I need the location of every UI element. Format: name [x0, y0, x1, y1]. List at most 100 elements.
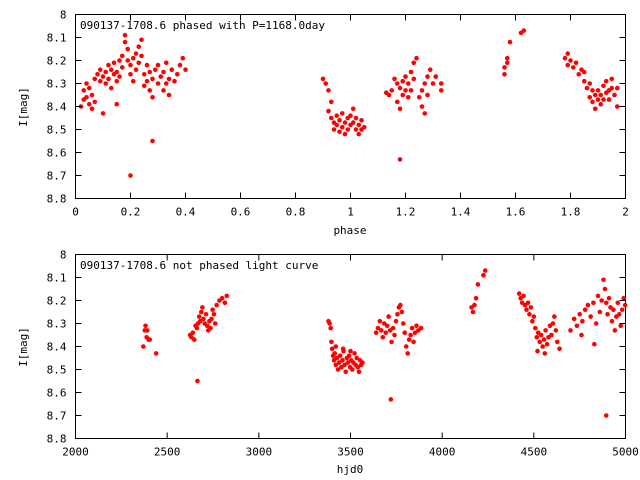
phased-data-point — [411, 60, 417, 66]
raw-data-point — [340, 346, 346, 352]
raw-data-point — [537, 339, 542, 345]
phased-data-point — [128, 62, 133, 68]
raw-chart-title: 090137-1708.6 not phased light curve — [80, 259, 318, 272]
phased-data-point — [136, 44, 142, 49]
raw-data-point — [593, 321, 599, 326]
phased-data-point — [97, 78, 103, 84]
raw-data-point — [550, 321, 556, 326]
raw-data-point — [516, 291, 522, 296]
raw-data-point — [393, 318, 399, 324]
phased-data-point — [84, 81, 89, 86]
raw-data-point — [585, 302, 591, 308]
phased-data-point — [172, 78, 177, 84]
raw-data-point — [143, 323, 148, 329]
raw-y-axis-label: I[mag] — [17, 327, 30, 367]
raw-data-point — [401, 321, 406, 326]
phased-data-point — [114, 101, 120, 107]
raw-data-point — [355, 364, 361, 370]
raw-y-tick-label: 8.8 — [47, 433, 67, 446]
phased-data-point — [86, 85, 92, 91]
raw-data-point — [555, 339, 560, 345]
phased-data-point — [430, 81, 436, 86]
raw-data-point — [190, 330, 196, 336]
raw-data-point — [335, 367, 341, 372]
raw-data-point — [414, 323, 419, 329]
raw-data-point — [337, 353, 343, 359]
raw-data-point — [541, 337, 547, 342]
phased-data-point — [92, 99, 98, 105]
raw-y-tick-label: 8.1 — [47, 272, 67, 285]
raw-data-point — [384, 323, 390, 329]
raw-data-point — [210, 307, 215, 313]
raw-data-point — [145, 328, 150, 333]
raw-data-point — [147, 337, 153, 342]
phased-data-point — [425, 92, 430, 98]
phased-data-point — [95, 72, 100, 77]
phased-data-point — [405, 95, 411, 100]
phased-data-point — [422, 81, 428, 86]
raw-data-point — [402, 330, 408, 336]
raw-y-tick-label: 8.2 — [47, 295, 67, 308]
phased-data-point — [103, 69, 109, 75]
phased-data-point — [97, 67, 103, 72]
phased-data-point — [89, 92, 95, 98]
phased-data-point — [144, 62, 150, 68]
phased-data-point — [521, 28, 527, 33]
raw-data-point — [346, 353, 352, 359]
phased-data-point — [328, 115, 334, 121]
phased-data-point — [408, 88, 414, 93]
raw-data-point — [411, 339, 416, 345]
phased-data-point — [81, 88, 87, 93]
raw-data-point — [481, 272, 486, 278]
phased-data-point — [119, 53, 125, 59]
phased-data-point — [576, 72, 582, 77]
raw-y-tick-label: 8.7 — [47, 410, 67, 423]
raw-y-ticks: 8 8.1 8.2 8.3 8.4 8.5 8.6 8.7 8.8 — [47, 249, 626, 446]
phased-data-point — [394, 99, 400, 105]
raw-x-tick-label: 2000 — [62, 446, 89, 459]
raw-data-point — [224, 293, 230, 299]
raw-data-point — [377, 318, 383, 324]
phased-data-point — [125, 58, 131, 63]
raw-data-point — [198, 309, 204, 315]
raw-data-point — [209, 316, 214, 322]
phased-data-point — [136, 60, 142, 66]
raw-data-point — [339, 364, 344, 370]
raw-data-point — [530, 318, 535, 324]
phased-data-point — [356, 131, 362, 137]
phased-data-point — [128, 72, 133, 77]
phased-data-point — [108, 85, 114, 91]
raw-data-point — [348, 348, 353, 354]
phased-y-tick-label: 8.4 — [47, 101, 67, 114]
phased-data-point — [326, 108, 331, 114]
phased-data-point — [403, 88, 408, 93]
raw-data-point — [544, 341, 550, 347]
phased-plot-frame — [75, 14, 626, 199]
phased-data-point — [133, 67, 139, 72]
phased-data-point — [128, 173, 133, 178]
phased-data-point — [438, 81, 444, 86]
phased-data-point — [598, 101, 604, 107]
phased-data-point — [397, 85, 403, 91]
phased-x-tick-label: 0.6 — [231, 206, 251, 219]
raw-data-point — [588, 314, 593, 319]
phased-data-point — [122, 39, 128, 45]
phased-data-point — [166, 92, 172, 98]
phased-data-point — [147, 88, 153, 93]
raw-x-axis-label: hjd0 — [337, 463, 364, 476]
raw-data-point — [482, 268, 488, 273]
raw-data-point — [408, 332, 413, 338]
phased-y-tick-label: 8.7 — [47, 170, 67, 183]
phased-data-point — [328, 99, 334, 105]
phased-x-ticks: 0 0.2 0.4 0.6 0.8 1 1.2 1.4 1.6 1.8 2 — [72, 14, 629, 219]
raw-data-point — [591, 300, 596, 306]
raw-data-point — [543, 328, 548, 333]
phased-data-point — [122, 32, 128, 38]
phased-data-point — [163, 81, 169, 86]
raw-data-point — [375, 325, 381, 331]
phased-data-point — [601, 97, 606, 102]
phased-y-tick-label: 8.2 — [47, 55, 67, 68]
phased-data-point — [147, 69, 153, 75]
phased-data-point — [117, 58, 122, 63]
